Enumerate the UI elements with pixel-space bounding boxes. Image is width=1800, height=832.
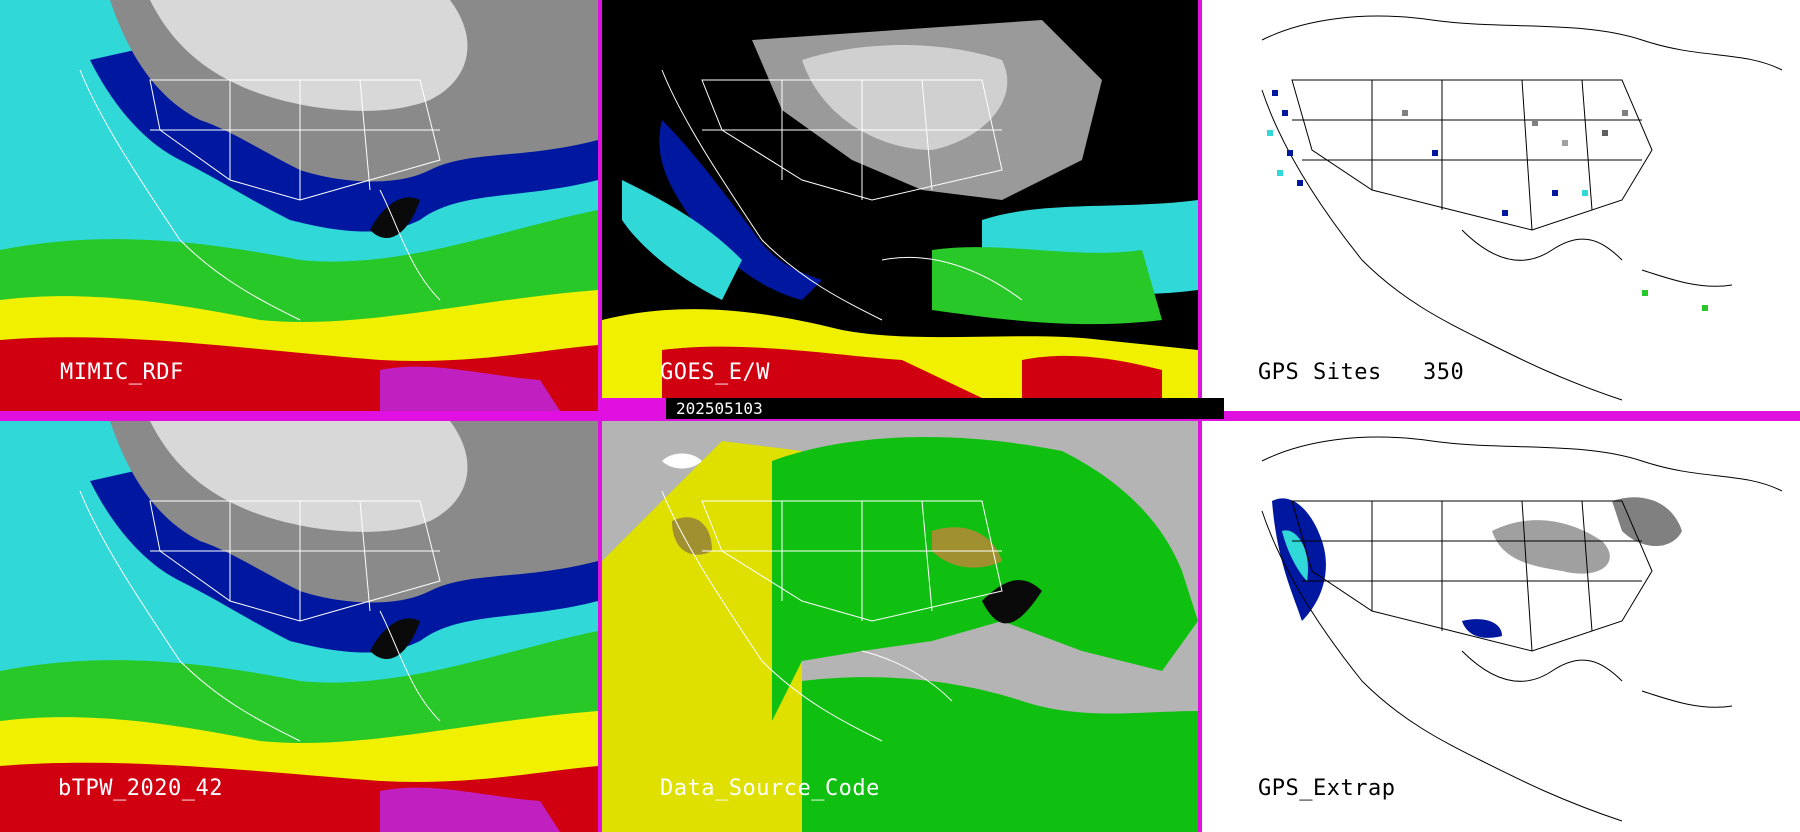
panel-gps-extrap: GPS_Extrap bbox=[1202, 421, 1800, 832]
gps-site-markers bbox=[1267, 90, 1708, 311]
panel-data-source-code: Data_Source_Code bbox=[602, 421, 1198, 832]
panel-mimic-rdf: MIMIC_RDF bbox=[0, 0, 598, 411]
data-source-code-map bbox=[602, 421, 1198, 832]
panel-label-gps-extrap: GPS_Extrap bbox=[1258, 776, 1396, 801]
panel-gps-sites: GPS Sites 350 bbox=[1202, 0, 1800, 411]
panel-goes-ew: GOES_E/W bbox=[602, 0, 1198, 398]
timestamp-bar: 202505103 bbox=[666, 398, 1224, 419]
panel-label-gps-sites: GPS Sites 350 bbox=[1258, 360, 1464, 385]
btpw-map bbox=[0, 421, 598, 832]
gps-sites-count: 350 bbox=[1422, 360, 1465, 385]
gps-sites-label-text: GPS Sites bbox=[1258, 360, 1382, 385]
panel-label-goes-ew: GOES_E/W bbox=[660, 360, 770, 385]
panel-label-data-source-code: Data_Source_Code bbox=[660, 776, 880, 801]
mimic-rdf-map bbox=[0, 0, 598, 411]
gps-extrap-map bbox=[1202, 421, 1800, 832]
gps-sites-map bbox=[1202, 0, 1800, 411]
panel-label-btpw: bTPW_2020_42 bbox=[58, 776, 223, 801]
panel-label-mimic-rdf: MIMIC_RDF bbox=[60, 360, 184, 385]
panel-btpw: bTPW_2020_42 bbox=[0, 421, 598, 832]
goes-ew-map bbox=[602, 0, 1198, 398]
